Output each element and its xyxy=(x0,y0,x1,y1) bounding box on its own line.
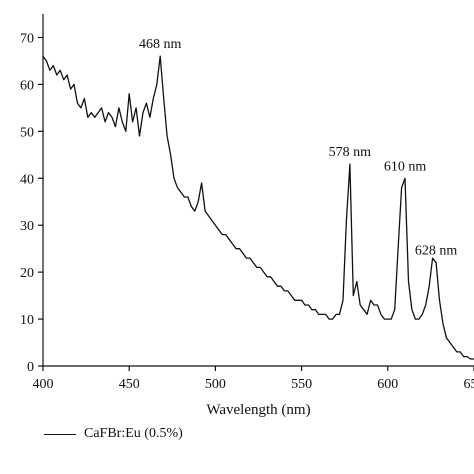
peak-label: 610 nm xyxy=(384,159,427,174)
y-tick-label: 60 xyxy=(20,78,34,93)
y-tick-label: 40 xyxy=(20,172,34,187)
series-layer xyxy=(42,55,474,360)
x-tick-label: 650 xyxy=(464,377,474,392)
peak-label: 628 nm xyxy=(415,244,458,259)
legend-swatch xyxy=(44,433,76,435)
y-tick-label: 50 xyxy=(20,125,34,140)
peak-label: 578 nm xyxy=(329,145,372,160)
x-ticks: 400 450 500 550 600 650 xyxy=(33,366,474,392)
annotations: 468 nm 578 nm 610 nm 628 nm xyxy=(139,37,457,259)
y-tick-label: 30 xyxy=(20,219,34,234)
x-tick-label: 400 xyxy=(33,377,54,392)
axes xyxy=(42,14,474,367)
x-tick-label: 500 xyxy=(205,377,226,392)
legend-label: CaFBr:Eu (0.5%) xyxy=(84,426,183,441)
legend: CaFBr:Eu (0.5%) xyxy=(44,426,183,442)
y-tick-label: 70 xyxy=(20,31,34,46)
peak-label: 468 nm xyxy=(139,37,182,52)
y-tick-label: 10 xyxy=(20,313,34,328)
series-line xyxy=(42,55,474,360)
x-tick-label: 600 xyxy=(377,377,398,392)
x-tick-label: 550 xyxy=(291,377,312,392)
x-tick-label: 450 xyxy=(119,377,140,392)
y-ticks: 0 10 20 30 40 50 60 70 xyxy=(20,31,43,375)
x-axis-title: Wavelength (nm) xyxy=(206,402,310,418)
y-tick-label: 0 xyxy=(27,360,34,375)
y-tick-label: 20 xyxy=(20,266,34,281)
